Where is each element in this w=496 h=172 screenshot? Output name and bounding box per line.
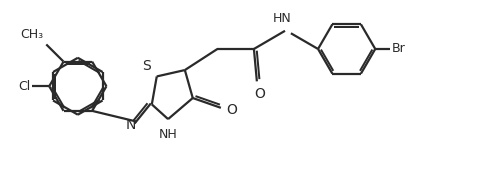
Text: O: O bbox=[254, 87, 265, 101]
Text: CH₃: CH₃ bbox=[21, 28, 44, 41]
Text: O: O bbox=[226, 103, 237, 117]
Text: Br: Br bbox=[391, 42, 405, 55]
Text: N: N bbox=[125, 119, 136, 132]
Text: Cl: Cl bbox=[18, 80, 30, 93]
Text: HN: HN bbox=[273, 12, 292, 25]
Text: NH: NH bbox=[159, 128, 178, 141]
Text: S: S bbox=[142, 58, 151, 73]
